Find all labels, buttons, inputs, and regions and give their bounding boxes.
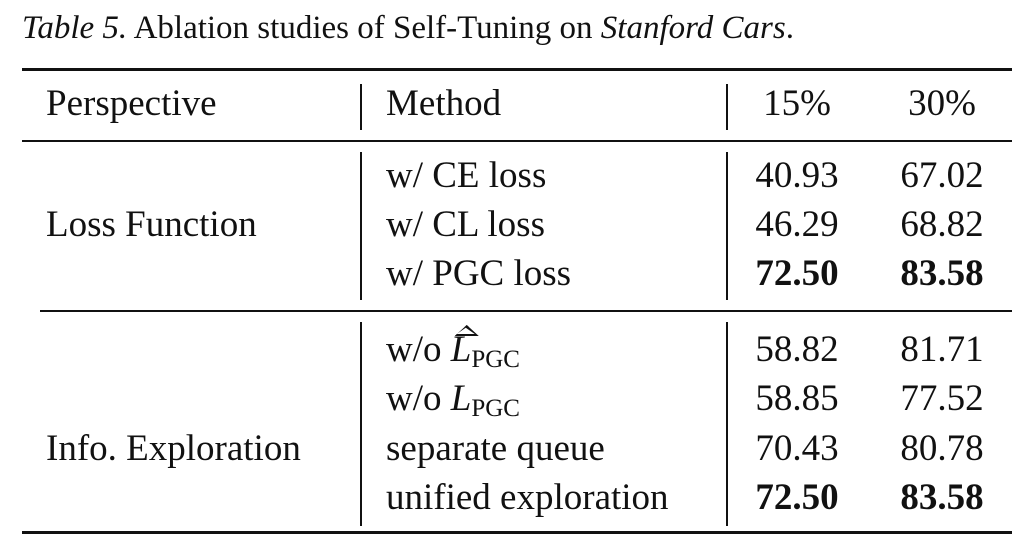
caption-label: Table 5. [22,10,128,46]
group1-divider-perspective [360,152,362,300]
value-wo-lhat-30: 81.71 [900,329,984,370]
value-ce-30: 67.02 [900,155,984,196]
method-ce-loss: w/ CE loss [386,155,547,196]
value-separate-30: 80.78 [900,428,984,469]
header-rule [22,140,1012,142]
method-wo-l-pgc: w/o LPGC [386,377,520,431]
method-prefix: w/o [386,378,451,419]
method-prefix: w/o [386,329,451,370]
header-divider-method [726,84,728,130]
value-pgc-15: 72.50 [755,253,839,294]
value-wo-l-15: 58.85 [755,378,839,419]
header-perspective: Perspective [46,83,217,124]
value-unified-30: 83.58 [900,477,984,518]
caption-period: . [785,10,794,46]
value-cl-30: 68.82 [900,204,984,245]
method-pgc-loss: w/ PGC loss [386,253,572,294]
method-separate-queue: separate queue [386,428,605,469]
caption-dataset: Stanford Cars [600,10,786,46]
bottom-rule [22,531,1012,534]
value-wo-l-30: 77.52 [900,378,984,419]
method-unified-exploration: unified exploration [386,477,669,518]
subscript-pgc: PGC [471,346,520,373]
value-cl-15: 46.29 [755,204,839,245]
top-rule [22,68,1012,71]
group1-divider-method [726,152,728,300]
value-separate-15: 70.43 [755,428,839,469]
symbol-l-hat: L [450,329,472,370]
subscript-pgc: PGC [471,395,520,422]
header-15-percent: 15% [763,83,831,124]
group2-divider-perspective [360,322,362,526]
caption-text: Ablation studies of Self-Tuning on [127,10,601,46]
table-caption: Table 5. Ablation studies of Self-Tuning… [22,8,794,48]
method-wo-lhat-pgc: w/o LPGC [386,328,520,382]
method-cl-loss: w/ CL loss [386,204,545,245]
group2-divider-method [726,322,728,526]
group-separator-rule [40,310,1012,312]
value-ce-15: 40.93 [755,155,839,196]
value-pgc-30: 83.58 [900,253,984,294]
symbol-l: L [450,378,472,419]
value-unified-15: 72.50 [755,477,839,518]
header-divider-perspective [360,84,362,130]
value-wo-lhat-15: 58.82 [755,329,839,370]
perspective-info-exploration: Info. Exploration [46,428,301,469]
header-30-percent: 30% [908,83,976,124]
perspective-loss-function: Loss Function [46,204,257,245]
header-method: Method [386,83,502,124]
